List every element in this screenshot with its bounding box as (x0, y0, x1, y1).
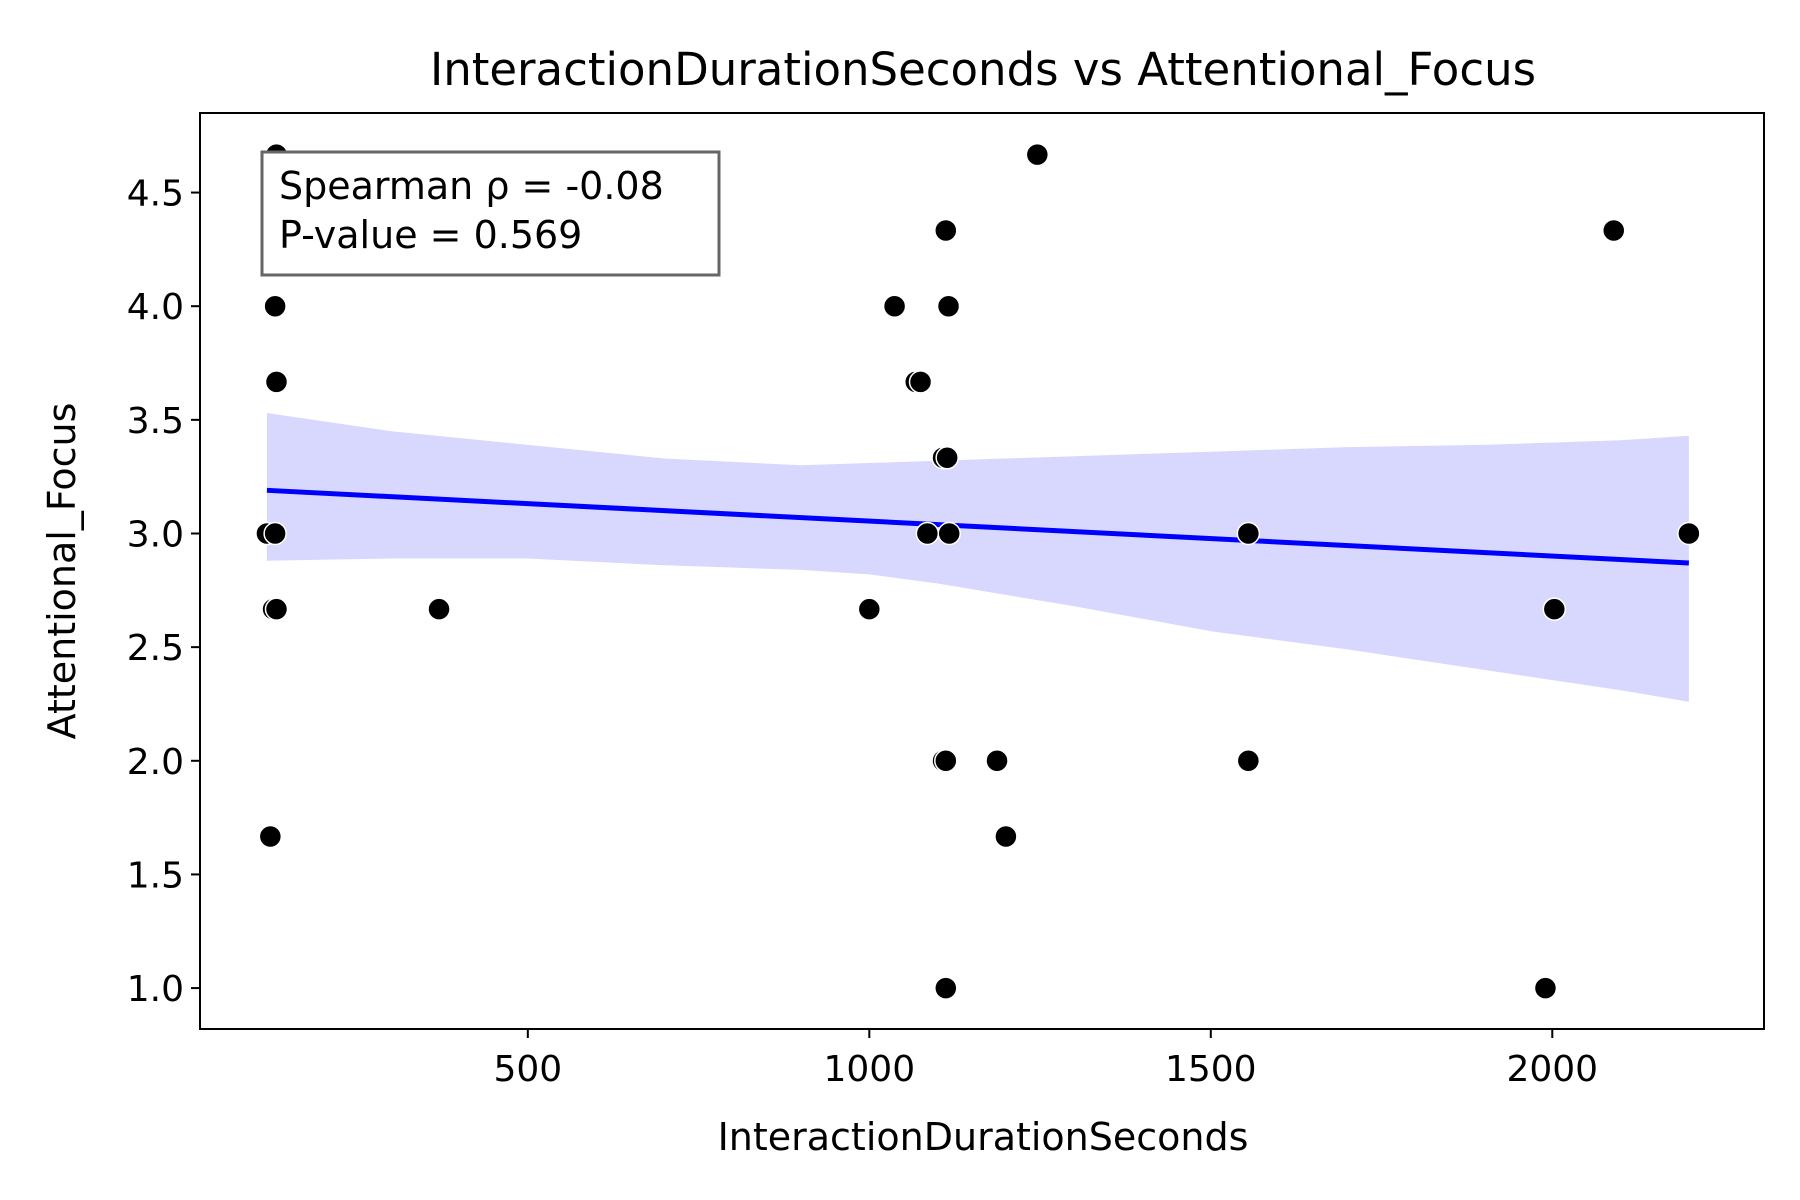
scatter-point (264, 370, 289, 394)
x-tick-label: 2000 (1506, 1049, 1598, 1090)
confidence-band-layer (266, 413, 1689, 702)
spearman-text: Spearman ρ = -0.08 (279, 164, 664, 208)
scatter-point (934, 749, 958, 773)
scatter-point (1533, 976, 1558, 1000)
scatter-point (994, 824, 1018, 849)
x-tick-label: 1000 (823, 1049, 915, 1090)
stats-box-frame (260, 150, 721, 277)
y-tick-label: 3.5 (127, 401, 184, 442)
y-axis-label: Attentional_Focus (40, 403, 84, 740)
x-tick-label: 500 (493, 1049, 562, 1090)
scatter-point (915, 521, 940, 546)
scatter-point (937, 521, 961, 546)
chart-title: InteractionDurationSeconds vs Attentiona… (430, 43, 1536, 96)
scatter-points-layer (255, 142, 1701, 1000)
p-value-text: P-value = 0.569 (279, 213, 582, 257)
regression-line (266, 487, 1690, 566)
y-tick-label: 4.5 (127, 174, 184, 215)
y-tick-label: 4.0 (127, 287, 184, 328)
scatter-point (258, 824, 283, 849)
scatter-point (934, 218, 958, 243)
scatter-point (936, 294, 961, 318)
scatter-point (263, 521, 287, 546)
stats-annotation-box: Spearman ρ = -0.08 P-value = 0.569 (260, 150, 721, 277)
x-axis-ticks: 500 1000 1500 2000 (493, 1029, 1598, 1090)
scatter-point (857, 597, 882, 621)
scatter-point (1025, 142, 1050, 167)
scatter-point (882, 294, 907, 318)
scatter-point (1601, 218, 1626, 243)
scatter-point (935, 446, 959, 470)
x-axis-label: InteractionDurationSeconds (718, 1115, 1249, 1159)
scatter-point (427, 597, 451, 621)
scatter-point (1677, 521, 1701, 546)
y-tick-label: 1.5 (127, 855, 184, 896)
scatter-point (908, 370, 933, 394)
confidence-band (266, 413, 1689, 702)
scatter-point (1236, 749, 1261, 773)
y-tick-label: 2.5 (127, 628, 184, 669)
scatter-point (264, 597, 289, 621)
scatter-point (1542, 597, 1567, 621)
y-tick-label: 3.0 (127, 514, 184, 555)
plot-area-frame (199, 112, 1765, 1030)
y-axis-ticks: 1.0 1.5 2.0 2.5 3.0 3.5 4.0 4.5 (127, 174, 200, 1010)
y-tick-label: 1.0 (127, 969, 184, 1010)
scatter-point (985, 749, 1009, 773)
y-tick-label: 2.0 (127, 742, 184, 783)
x-tick-label: 1500 (1165, 1049, 1257, 1090)
scatter-point (263, 294, 287, 318)
regression-line-layer (266, 487, 1690, 566)
scatter-point (934, 976, 958, 1000)
scatter-point (1236, 521, 1261, 546)
